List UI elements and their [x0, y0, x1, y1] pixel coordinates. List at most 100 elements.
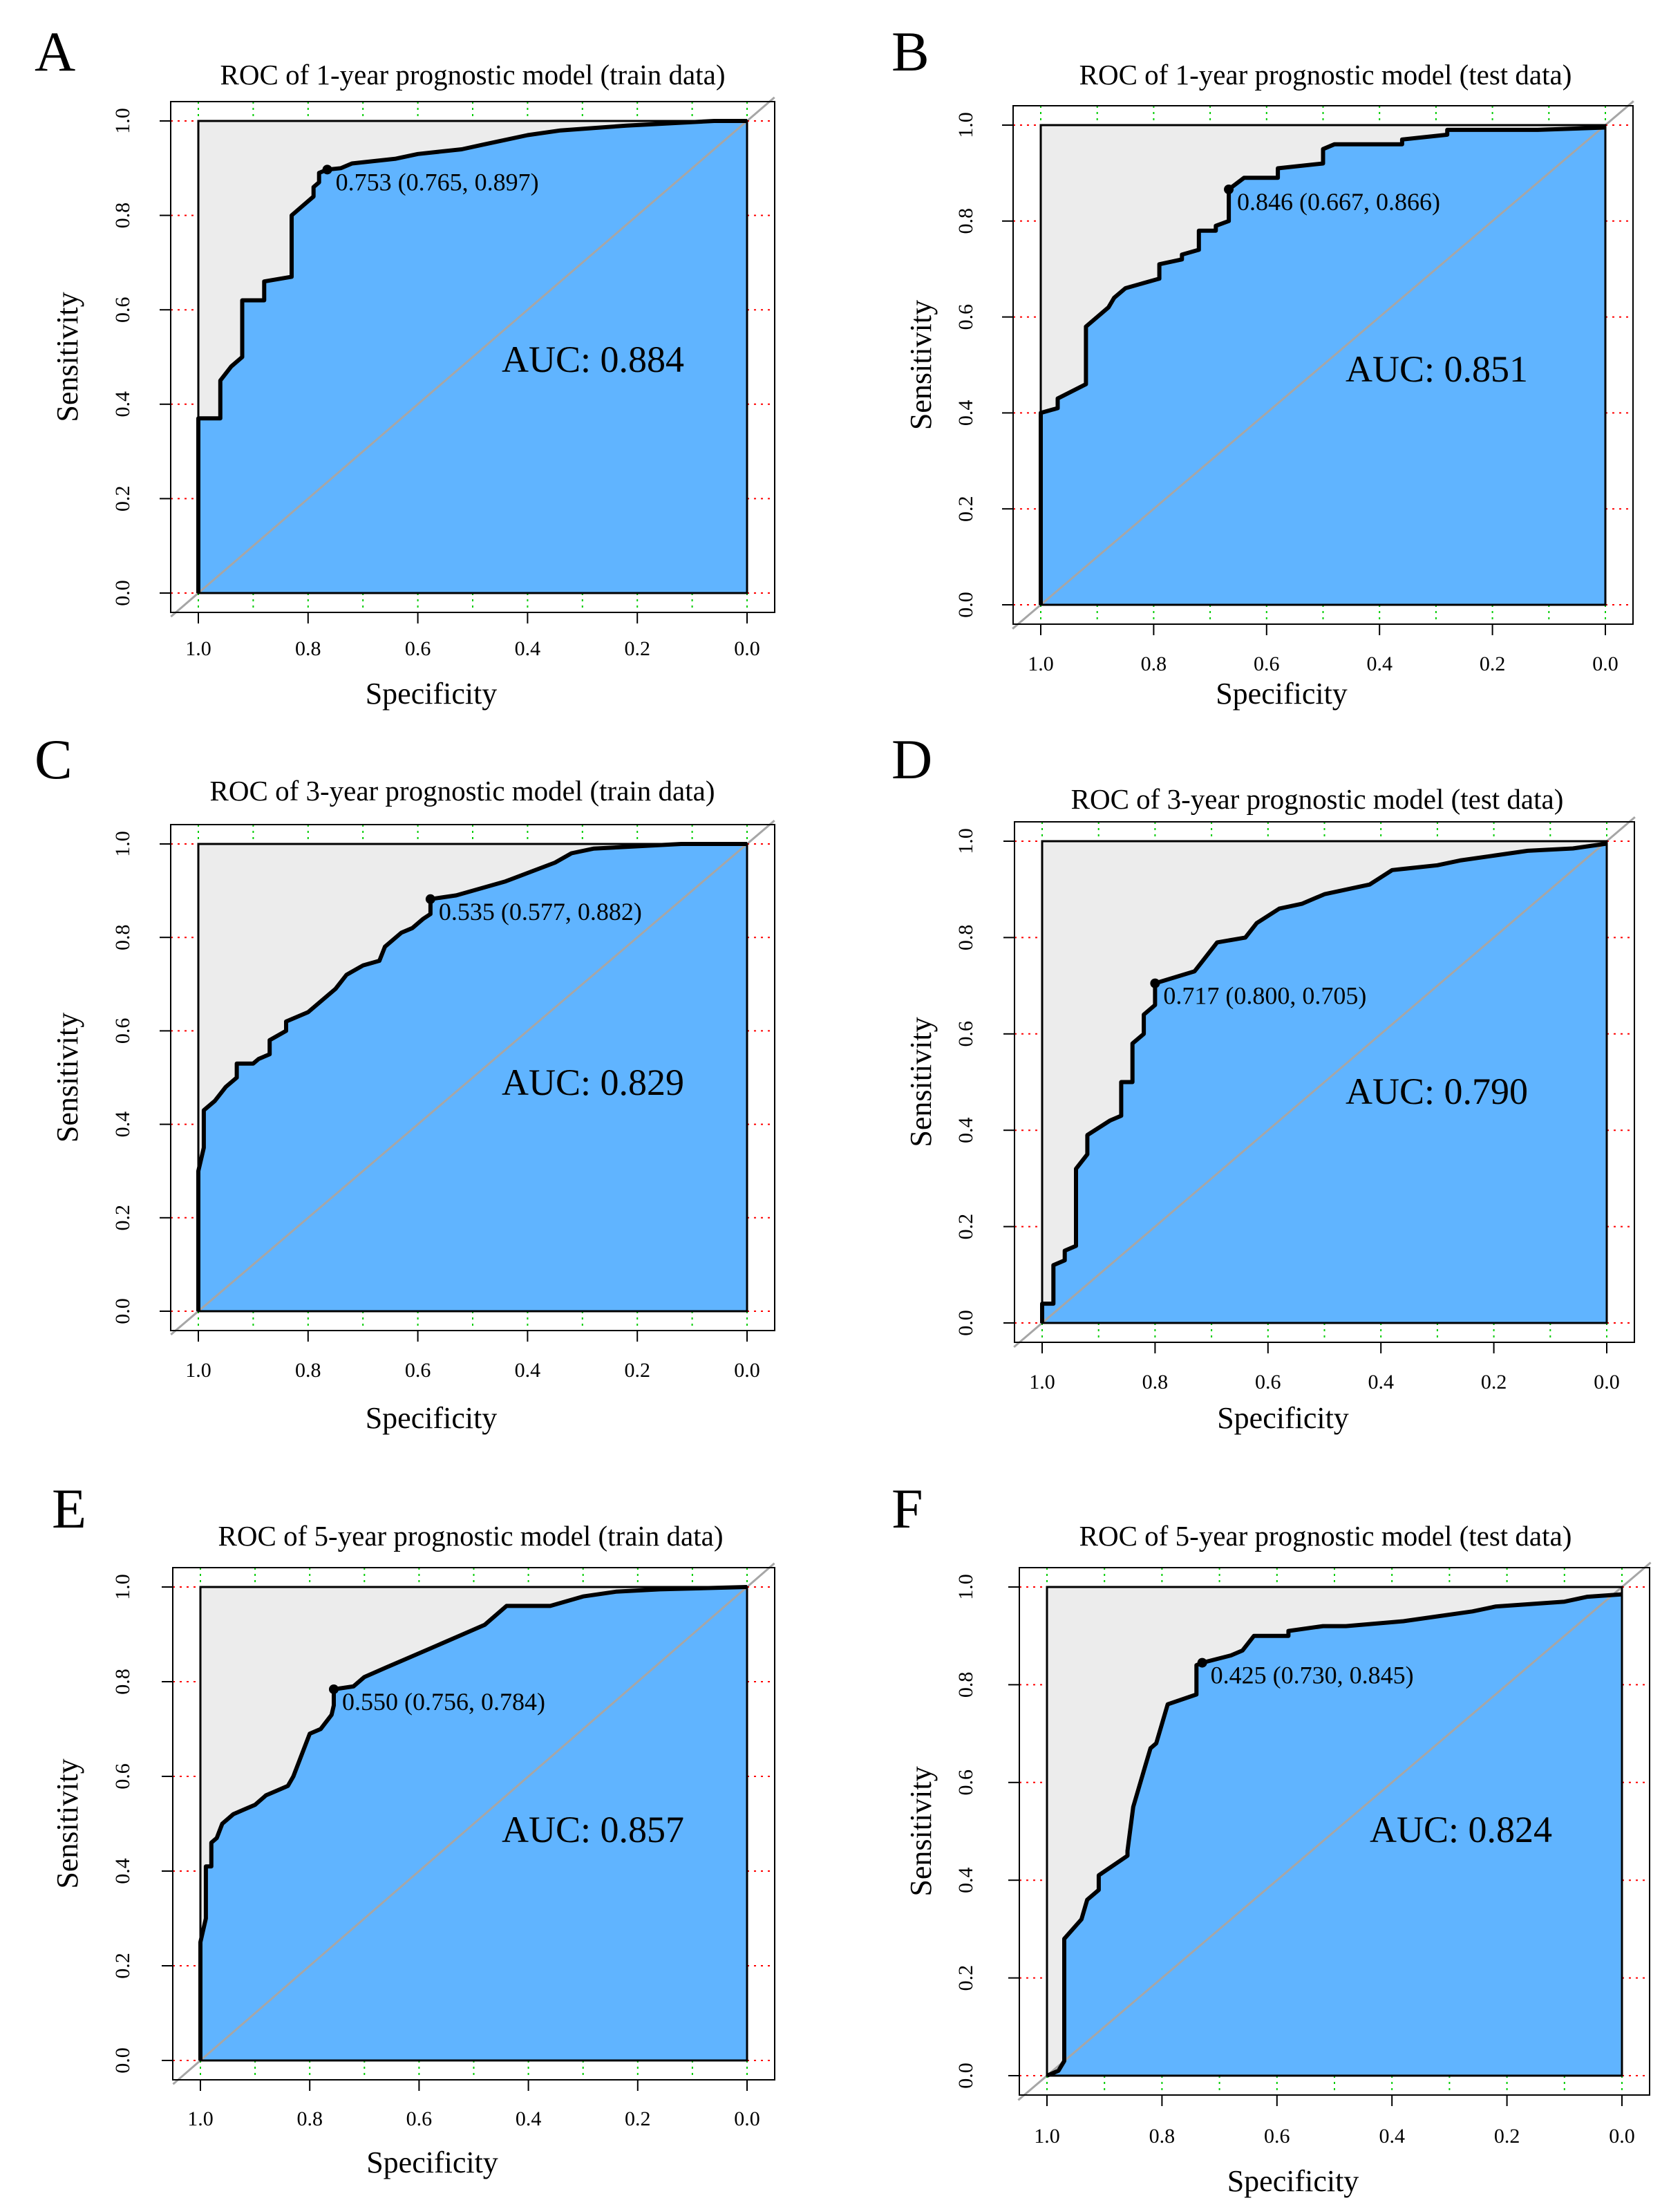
auc-label: AUC: 0.851 [1346, 348, 1528, 390]
x-tick-label: 0.6 [406, 2107, 433, 2130]
y-tick-label: 0.6 [954, 1769, 977, 1796]
y-tick-label: 0.4 [954, 400, 977, 426]
axis-frame [1014, 821, 1635, 1343]
diagonal-reference-line [1013, 816, 1636, 1348]
y-tick-label: 0.8 [954, 208, 977, 234]
panel-letter: E [52, 1477, 86, 1540]
x-tick-label: 0.6 [1255, 1371, 1281, 1393]
roc-curve [1040, 841, 1607, 1323]
panel-letter: B [891, 20, 929, 83]
x-tick-label: 0.6 [1254, 652, 1280, 675]
y-tick-label: 0.2 [954, 1965, 977, 1991]
y-tick-label: 0.4 [954, 1117, 977, 1143]
axis-frame [172, 1567, 775, 2081]
diagonal-reference-line [1017, 1561, 1652, 2101]
x-tick-label: 0.8 [296, 2107, 323, 2130]
x-axis-label: Specificity [366, 2145, 498, 2179]
y-tick-label: 0.2 [111, 1205, 134, 1231]
chart-title: ROC of 3-year prognostic model (train da… [210, 775, 715, 807]
axis-frame [1012, 105, 1634, 625]
panel-letter: A [35, 20, 75, 83]
y-axis-label: Sensitivity [904, 1017, 938, 1147]
y-tick-label: 0.0 [954, 1310, 977, 1336]
x-tick-label: 1.0 [185, 637, 211, 660]
threshold-label: 0.535 (0.577, 0.882) [439, 898, 642, 926]
y-tick-label: 0.6 [111, 1763, 134, 1790]
auc-label: AUC: 0.790 [1346, 1071, 1528, 1112]
threshold-label: 0.717 (0.800, 0.705) [1163, 982, 1366, 1010]
x-axis-label: Specificity [366, 1401, 498, 1435]
x-tick-label: 0.4 [1368, 1371, 1394, 1393]
y-tick-label: 0.2 [954, 1214, 977, 1240]
panel-letter: C [35, 728, 73, 791]
plot-box [1041, 840, 1608, 1324]
y-axis-label: Sensitivity [50, 292, 84, 422]
diagonal-reference-line [170, 820, 775, 1335]
x-tick-label: 0.8 [1149, 2125, 1176, 2148]
panel-letter: D [891, 728, 932, 791]
x-axis-label: Specificity [1216, 677, 1348, 711]
threshold-point [322, 165, 332, 175]
y-tick-label: 0.8 [111, 1669, 134, 1695]
y-tick-label: 0.8 [954, 925, 977, 951]
auc-label: AUC: 0.884 [502, 339, 684, 380]
auc-area [1047, 1594, 1622, 2076]
diagonal-reference-line [170, 96, 775, 618]
y-axis-label: Sensitivity [904, 300, 938, 430]
threshold-point [329, 1684, 339, 1694]
y-tick-label: 0.2 [111, 486, 134, 512]
roc-panel-e: E ROC of 5-year prognostic model (train d… [50, 1477, 775, 2179]
y-tick-label: 0.6 [954, 1021, 977, 1047]
auc-label: AUC: 0.824 [1370, 1809, 1552, 1850]
roc-curve [196, 119, 747, 593]
diagonal-reference-line [1012, 100, 1634, 630]
y-tick-label: 1.0 [111, 831, 134, 857]
roc-panel-d: D ROC of 3-year prognostic model (test da… [891, 728, 1636, 1435]
y-tick-label: 0.0 [954, 2063, 977, 2089]
x-axis-label: Specificity [1227, 2164, 1359, 2198]
plot-box [197, 120, 748, 594]
x-tick-label: 1.0 [185, 1359, 211, 1382]
roc-curve [196, 842, 747, 1311]
threshold-label: 0.550 (0.756, 0.784) [342, 1688, 545, 1716]
x-tick-label: 1.0 [1034, 2125, 1060, 2148]
x-tick-label: 0.4 [1366, 652, 1393, 675]
x-axis-label: Specificity [366, 677, 498, 711]
y-tick-label: 1.0 [954, 1574, 977, 1600]
plot-box [1046, 1586, 1623, 2077]
x-tick-label: 0.2 [1480, 652, 1506, 675]
x-tick-label: 0.0 [1609, 2125, 1635, 2148]
y-tick-label: 0.4 [111, 1858, 134, 1884]
y-axis-label: Sensitivity [904, 1766, 938, 1896]
axis-frame [170, 824, 775, 1331]
x-tick-label: 0.2 [1494, 2125, 1520, 2148]
threshold-point [1224, 184, 1234, 194]
roc-panel-f: F ROC of 5-year prognostic model (test da… [891, 1477, 1652, 2198]
x-tick-label: 0.6 [405, 637, 431, 660]
x-tick-label: 0.0 [734, 2107, 760, 2130]
x-tick-label: 0.4 [516, 2107, 542, 2130]
axis-frame [170, 101, 775, 613]
x-tick-label: 0.4 [1379, 2125, 1405, 2148]
y-tick-label: 1.0 [954, 828, 977, 854]
x-tick-label: 1.0 [1028, 652, 1054, 675]
chart-title: ROC of 1-year prognostic model (train da… [220, 59, 726, 91]
x-tick-label: 0.0 [1594, 1371, 1620, 1393]
y-tick-label: 0.4 [111, 391, 134, 417]
chart-title: ROC of 3-year prognostic model (test dat… [1071, 783, 1564, 815]
x-tick-label: 0.2 [625, 2107, 651, 2130]
x-tick-label: 0.0 [734, 637, 760, 660]
threshold-label: 0.753 (0.765, 0.897) [336, 168, 539, 196]
y-tick-label: 0.8 [954, 1672, 977, 1698]
auc-label: AUC: 0.857 [502, 1809, 684, 1850]
y-tick-label: 1.0 [111, 108, 134, 134]
axis-frame [1019, 1567, 1650, 2096]
panel-letter: F [891, 1477, 923, 1540]
y-tick-label: 0.0 [111, 2047, 134, 2074]
y-tick-label: 0.6 [111, 297, 134, 323]
y-tick-label: 0.6 [111, 1018, 134, 1044]
y-tick-label: 0.8 [111, 203, 134, 229]
x-tick-label: 0.0 [734, 1359, 760, 1382]
chart-title: ROC of 5-year prognostic model (test dat… [1079, 1520, 1572, 1552]
